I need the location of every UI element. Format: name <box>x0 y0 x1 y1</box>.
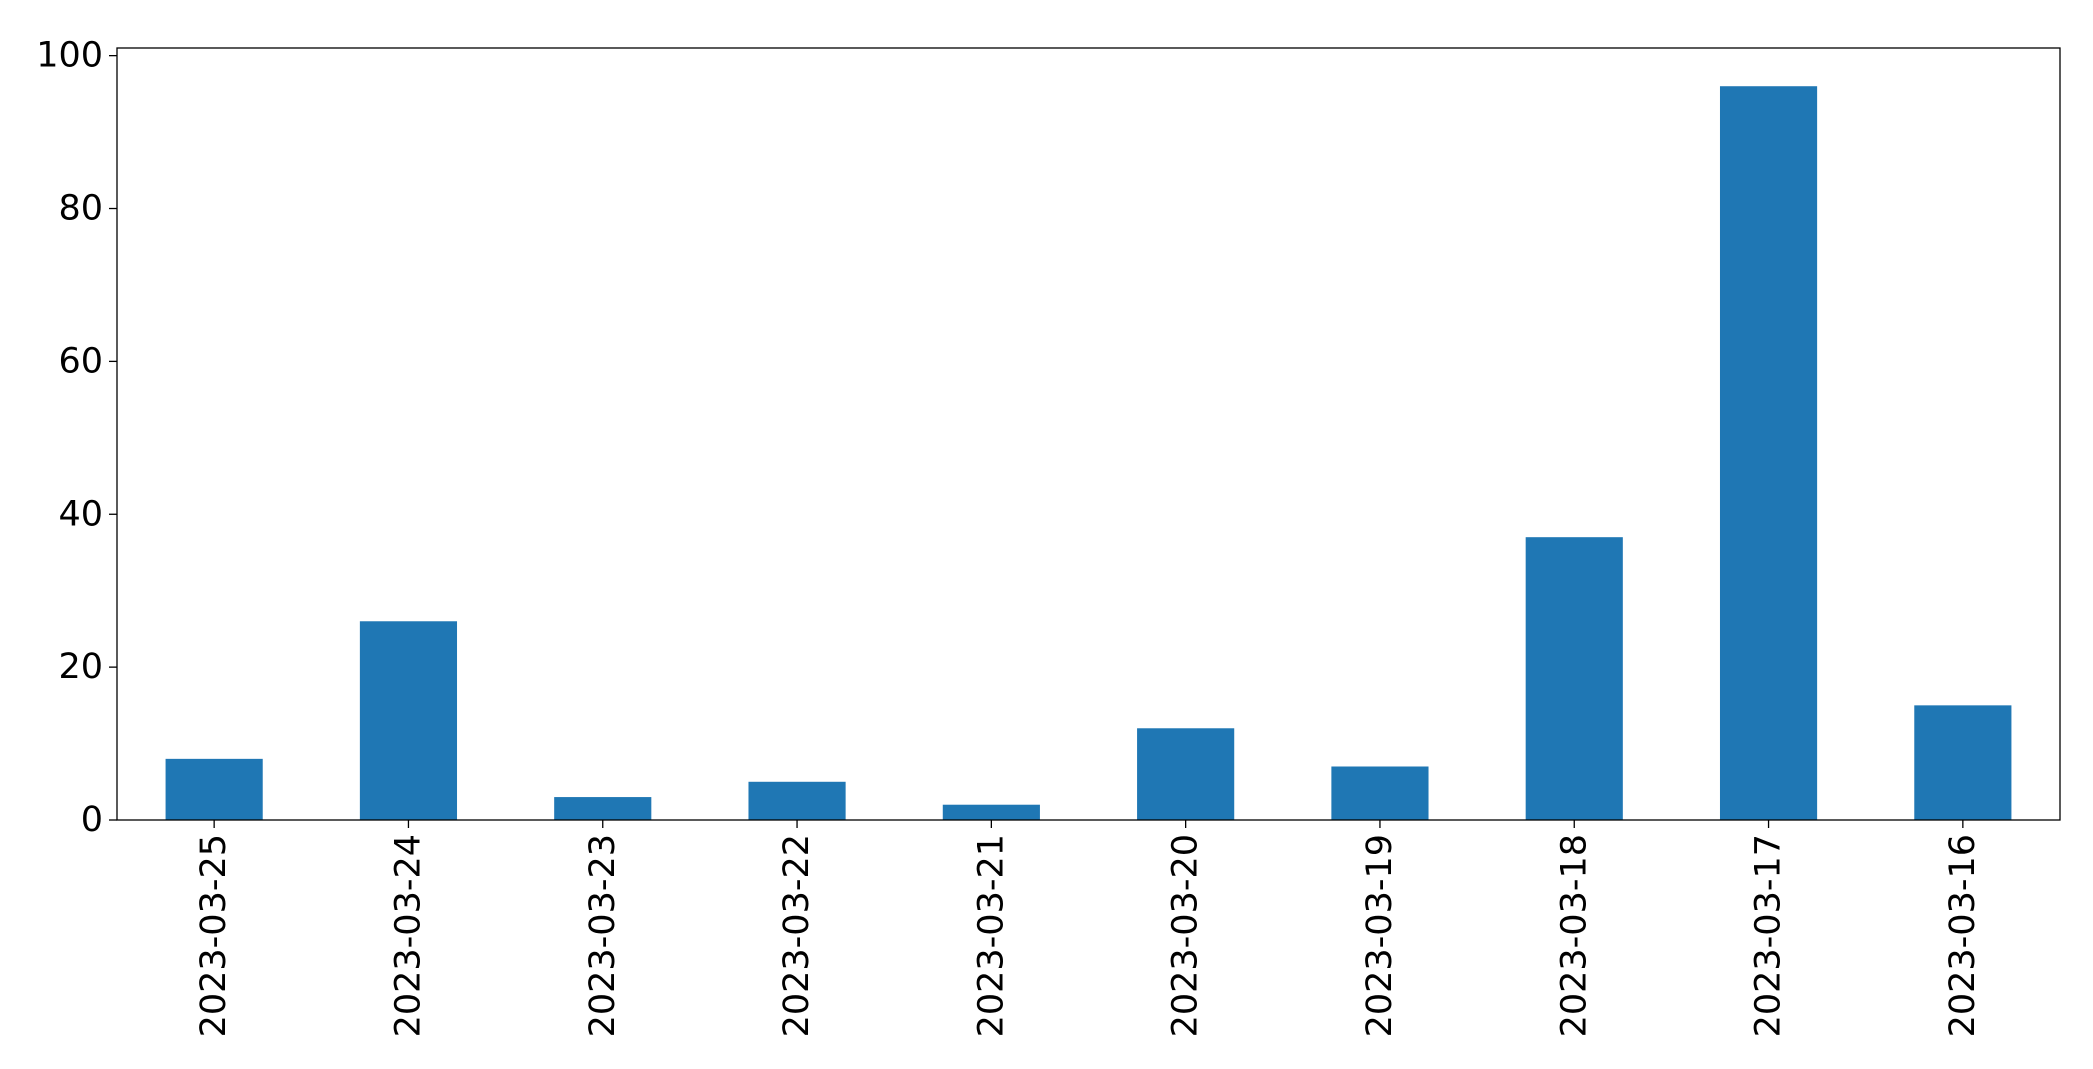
x-tick-label: 2023-03-17 <box>1749 834 1789 1037</box>
x-axis-ticks: 2023-03-25 2023-03-24 2023-03-23 2023-03-22… <box>194 820 1983 1037</box>
bar-2023-03-25 <box>165 758 263 820</box>
bar-2023-03-21 <box>942 804 1040 820</box>
x-tick-label: 2023-03-21 <box>971 834 1011 1037</box>
bar-2023-03-22 <box>748 781 846 820</box>
bar-2023-03-17 <box>1719 86 1818 820</box>
x-tick-label: 2023-03-20 <box>1166 834 1206 1037</box>
x-tick-label: 2023-03-24 <box>388 834 428 1037</box>
bar-2023-03-23 <box>554 797 652 820</box>
bar-2023-03-19 <box>1331 766 1429 820</box>
x-tick-label: 2023-03-18 <box>1554 834 1594 1037</box>
bar-2023-03-20 <box>1137 728 1235 820</box>
bar-2023-03-24 <box>359 621 458 820</box>
x-tick-label: 2023-03-22 <box>777 834 817 1037</box>
y-tick-label: 40 <box>58 494 103 534</box>
y-axis-ticks: 0 20 40 60 80 100 <box>36 36 117 840</box>
x-tick-label: 2023-03-25 <box>194 834 234 1037</box>
y-tick-label: 80 <box>58 189 103 229</box>
x-tick-label: 2023-03-16 <box>1943 834 1983 1037</box>
x-tick-label: 2023-03-19 <box>1360 834 1400 1037</box>
bar-2023-03-16 <box>1914 705 2012 820</box>
y-tick-label: 60 <box>58 341 103 381</box>
bars-group <box>165 86 2012 820</box>
bar-2023-03-18 <box>1525 537 1623 820</box>
x-tick-label: 2023-03-23 <box>583 834 623 1037</box>
y-tick-label: 100 <box>36 36 103 76</box>
y-tick-label: 0 <box>81 800 103 840</box>
plot-frame <box>116 47 2061 821</box>
y-tick-label: 20 <box>58 647 103 687</box>
